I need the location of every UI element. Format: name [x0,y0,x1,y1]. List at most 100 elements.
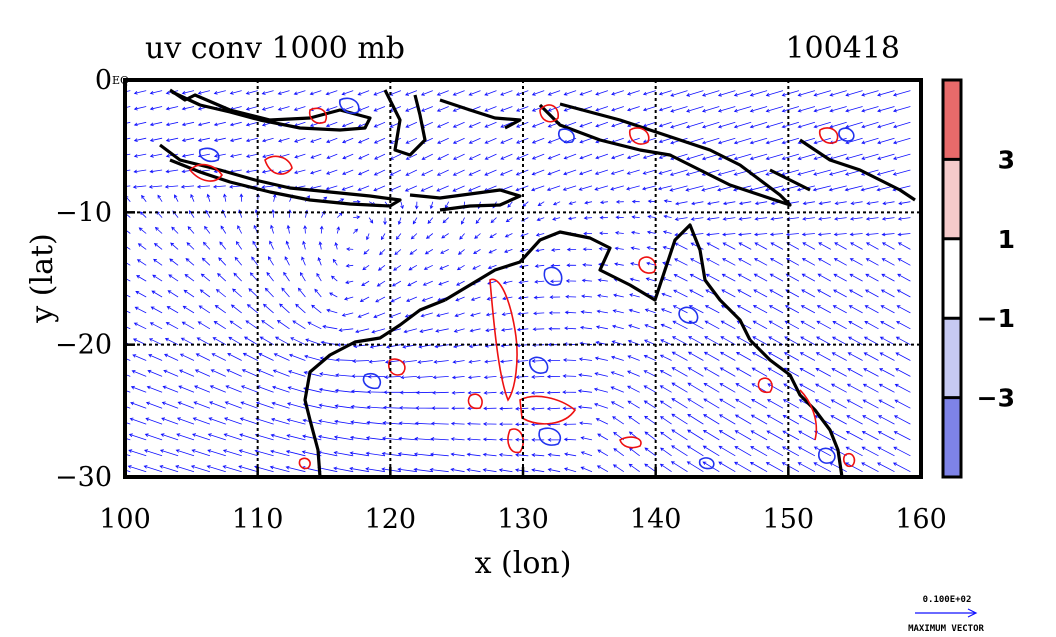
wind-vector [343,296,354,301]
wind-vector [353,215,361,220]
wind-vector [259,336,274,346]
wind-vector [416,375,433,380]
wind-vector [644,324,656,330]
wind-vector [647,199,656,204]
wind-vector [490,217,497,224]
wind-vector [627,370,640,377]
wind-vector [750,446,768,457]
wind-vector [483,406,497,411]
wind-vector [568,201,577,205]
wind-vector [610,371,624,377]
wind-vector [294,137,306,143]
chart-title: uv conv 1000 mb [145,31,405,66]
wind-vector [303,371,322,377]
x-axis-label: x (lon) [475,546,572,581]
wind-vector [781,169,800,176]
wind-vector [181,321,195,330]
wind-vector [239,433,258,441]
wind-vector [733,90,752,97]
wind-vector [611,106,624,112]
wind-vector [797,169,816,176]
wind-vector [599,231,608,236]
wind-vector [801,258,816,266]
wind-vector [784,305,800,314]
wind-vector [659,400,672,409]
coastline-sumatra-java [159,143,402,208]
wind-vector [421,153,433,160]
wind-vector [177,401,195,409]
wind-vector [782,430,800,441]
wind-vector [881,258,895,266]
wind-vector [311,304,322,314]
wind-vector [180,184,195,189]
wind-vector [595,121,609,128]
wind-vector [832,305,847,314]
wind-vector [427,217,434,224]
wind-vector [546,374,561,379]
wind-vector [798,415,816,425]
wind-vector [222,465,242,473]
wind-vector [398,421,417,426]
wind-vector [195,353,211,361]
y-tick-label: −30 [55,462,112,493]
wind-vector [530,391,545,395]
wind-vector [813,106,831,113]
wind-vector [367,390,386,394]
wind-vector [382,421,401,425]
wind-vector [626,137,640,144]
wind-vector [897,273,911,282]
wind-vector [505,217,513,223]
wind-vector [374,153,386,160]
wind-vector [834,201,847,206]
wind-vector [384,360,401,364]
wind-vector [614,231,624,235]
wind-vector [663,214,672,219]
wind-vector [431,406,449,411]
wind-vector [277,137,290,143]
wind-vector [765,121,784,129]
wind-vector [802,201,815,206]
wind-vector [455,296,465,302]
wind-vector [466,421,481,426]
wind-vector [133,90,147,95]
wind-vector [519,249,529,253]
wind-vector [627,355,640,361]
wind-vector [783,352,800,361]
wind-vector [627,385,640,393]
wind-vector [717,90,736,97]
wind-vector [612,309,624,314]
wind-vector [751,398,768,409]
wind-vector [687,413,704,425]
wind-vector [722,217,736,221]
wind-vector [196,337,211,346]
wind-vector [277,90,290,95]
wind-vector [879,336,895,346]
y-axis-label: y (lat) [25,233,60,323]
wind-vector [318,387,338,393]
wind-vector [877,137,895,145]
wind-vector [373,185,386,192]
wind-vector [325,121,338,128]
wind-vector [128,433,147,441]
wind-vector [125,437,131,441]
wind-vector [563,90,577,96]
wind-vector [248,288,258,298]
wind-vector [240,401,258,409]
wind-vector [647,214,656,219]
wind-vector [643,385,656,393]
wind-vector [582,247,593,252]
wind-vector [382,405,401,410]
wind-vector [658,106,672,112]
wind-vector [151,290,163,298]
wind-vector [421,296,433,302]
wind-vector [547,153,561,160]
wind-vector [863,336,879,346]
wind-vector [373,137,386,144]
wind-vector [733,137,752,145]
wind-vector [766,414,784,425]
wind-vector [201,257,211,266]
wind-vector [325,185,338,191]
wind-vector [722,258,736,266]
wind-vector [239,193,244,202]
